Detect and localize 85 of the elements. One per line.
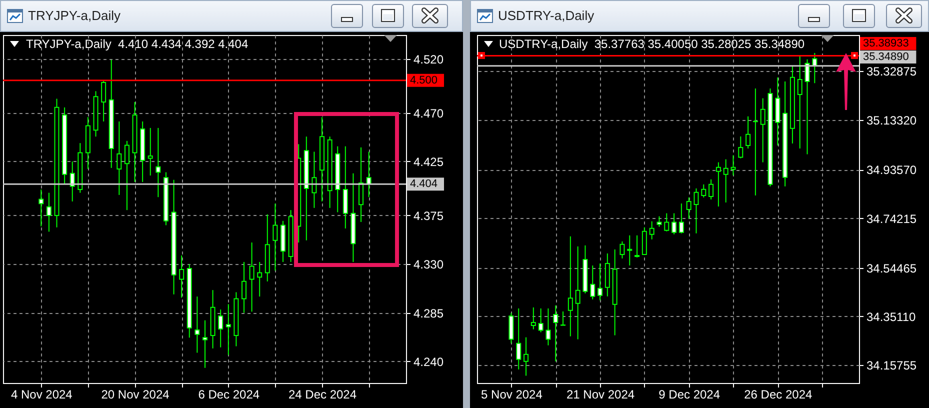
candlestick: [604, 252, 610, 297]
candlestick: [342, 146, 348, 229]
y-tick-label: 4.285: [414, 306, 444, 320]
candlestick: [124, 140, 130, 211]
candlestick: [804, 58, 810, 155]
candlestick: [575, 246, 580, 340]
candlestick: [516, 308, 522, 370]
y-tick-label: 34.74215: [866, 212, 917, 226]
ref-line-label: 35.34890: [863, 50, 909, 63]
y-tick-label: 4.425: [414, 154, 444, 169]
y-tick-label: 35.32875: [866, 64, 917, 78]
candlestick: [312, 151, 317, 208]
candlestick: [752, 88, 758, 196]
candlestick: [694, 188, 699, 234]
candlestick: [530, 306, 536, 330]
y-tick-label: 4.375: [414, 208, 444, 223]
y-tick-label: 4.240: [414, 354, 444, 369]
candlestick: [730, 154, 736, 176]
candlestick: [642, 226, 647, 256]
candlestick: [797, 56, 802, 149]
candlestick: [598, 262, 603, 301]
y-tick-label: 34.54465: [866, 261, 917, 276]
ref-line-label: 4.500: [410, 74, 438, 86]
chart-subtitle: USDTRY-a,Daily 35.37763 35.40050 35.28025 35.34890: [499, 37, 805, 51]
candlestick: [627, 234, 632, 266]
x-tick-label: 9 Dec 2024: [658, 388, 720, 402]
y-tick-label: 35.13320: [866, 114, 917, 128]
candlestick: [38, 189, 44, 227]
chart-title: TRYJPY-a,Daily: [28, 8, 120, 24]
x-tick-label: 20 Nov 2024: [101, 388, 170, 402]
candlestick: [649, 220, 654, 240]
candlestick: [664, 212, 670, 232]
x-tick-label: 5 Nov 2024: [481, 388, 543, 402]
candlestick: [746, 116, 751, 149]
candlestick: [672, 212, 677, 235]
candlestick: [46, 192, 52, 232]
candlestick: [524, 336, 529, 376]
candlestick: [226, 304, 231, 356]
y-tick-label: 34.15755: [866, 358, 917, 373]
ref-line-label: 35.38933: [863, 37, 909, 50]
y-tick-label: 4.330: [414, 258, 444, 272]
candlestick: [101, 80, 106, 122]
candlestick: [553, 304, 558, 362]
x-tick-label: 24 Dec 2024: [288, 388, 357, 402]
candlestick: [546, 308, 551, 346]
candlestick: [738, 136, 744, 159]
candlestick: [568, 236, 573, 337]
candlestick: [156, 127, 161, 198]
y-tick-label: 34.93570: [866, 163, 917, 178]
x-tick-label: 6 Dec 2024: [198, 388, 260, 402]
candlestick: [249, 242, 254, 312]
candlestick: [538, 308, 544, 333]
x-tick-label: 4 Nov 2024: [10, 388, 73, 402]
candlestick: [194, 296, 200, 354]
x-tick-label: 21 Nov 2024: [566, 388, 635, 402]
candlestick: [272, 203, 278, 272]
ref-line-label: 4.404: [410, 178, 438, 190]
candlestick: [358, 146, 364, 222]
candlestick: [218, 309, 224, 348]
candlestick: [634, 234, 640, 258]
candlestick: [760, 98, 766, 163]
candlestick: [686, 196, 692, 220]
candlestick: [723, 158, 728, 203]
y-tick-label: 4.470: [414, 106, 444, 120]
y-tick-label: 34.35110: [866, 310, 916, 324]
candlestick: [148, 127, 153, 176]
y-tick-label: 4.520: [414, 52, 444, 66]
candlestick: [620, 240, 625, 259]
candlestick: [560, 310, 566, 326]
candlestick: [202, 320, 208, 368]
candlestick: [116, 120, 122, 196]
chart-subtitle: TRYJPY-a,Daily 4.410 4.434 4.392 4.404: [26, 37, 248, 51]
candlestick: [257, 261, 262, 298]
candlestick: [70, 160, 75, 202]
candlestick: [656, 216, 662, 228]
candlestick: [590, 264, 596, 300]
candlestick: [241, 261, 246, 314]
candlestick: [701, 184, 706, 198]
x-tick-label: 26 Dec 2024: [744, 388, 812, 402]
candlestick: [179, 254, 184, 298]
chart-title: USDTRY-a,Daily: [498, 8, 594, 24]
candlestick: [716, 162, 721, 207]
candlestick: [678, 202, 684, 234]
candlestick: [508, 312, 514, 344]
candlestick: [708, 178, 714, 200]
